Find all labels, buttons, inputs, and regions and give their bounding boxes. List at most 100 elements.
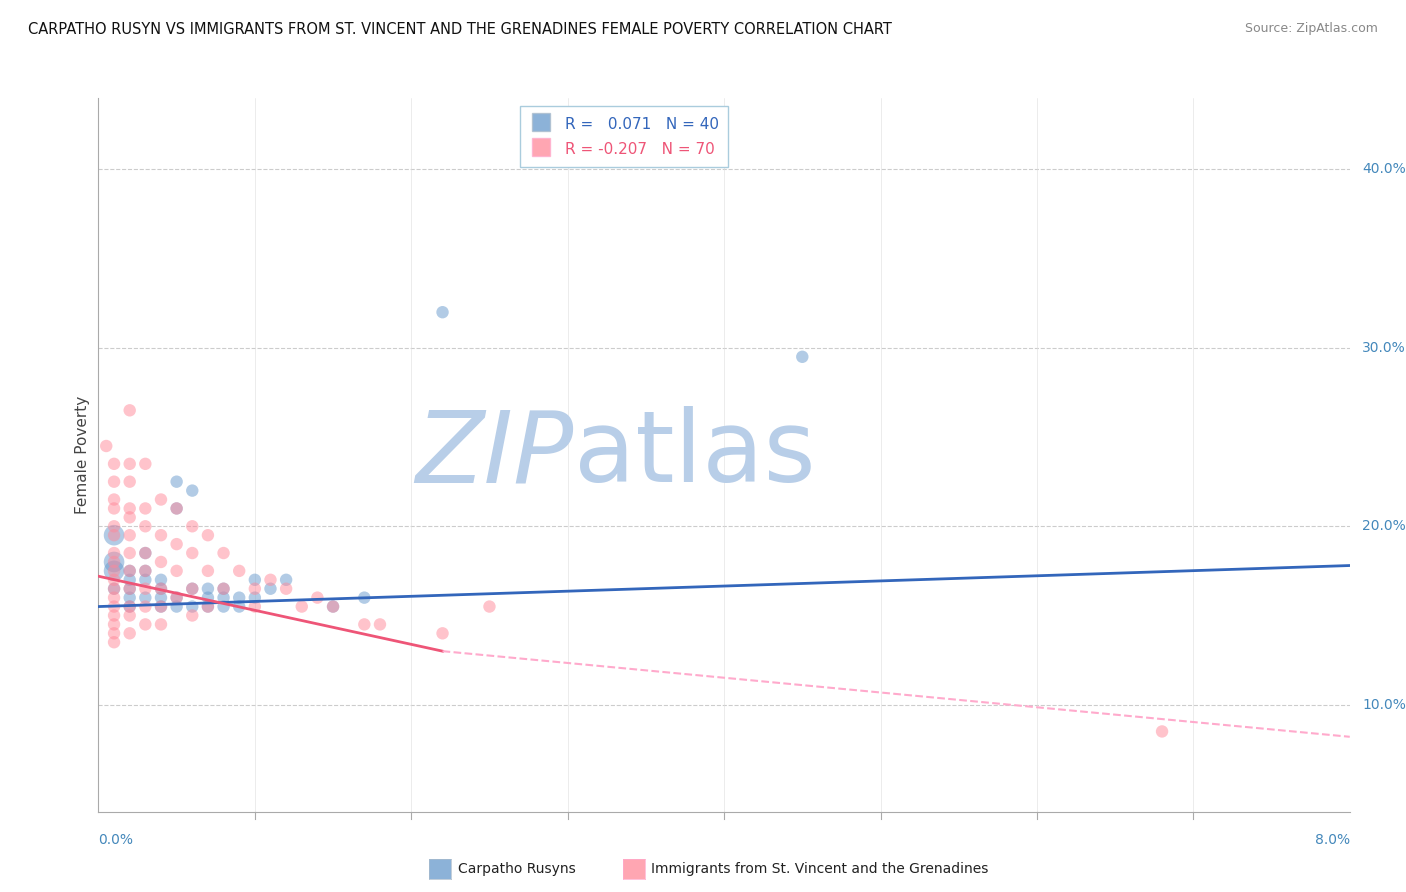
Point xyxy=(150,599,173,614)
Point xyxy=(118,599,141,614)
Point xyxy=(134,501,156,516)
Point xyxy=(150,528,173,542)
Point xyxy=(118,591,141,605)
Text: 40.0%: 40.0% xyxy=(1362,162,1406,177)
Point xyxy=(181,582,204,596)
Point xyxy=(103,475,125,489)
Point xyxy=(150,582,173,596)
Point xyxy=(103,564,125,578)
Point xyxy=(243,599,266,614)
Point xyxy=(118,564,141,578)
Point xyxy=(118,403,141,417)
Text: atlas: atlas xyxy=(574,407,815,503)
Point xyxy=(118,626,141,640)
Point xyxy=(134,457,156,471)
Point xyxy=(134,564,156,578)
Point xyxy=(150,599,173,614)
Y-axis label: Female Poverty: Female Poverty xyxy=(75,396,90,514)
Point xyxy=(134,519,156,533)
Point xyxy=(103,528,125,542)
Point xyxy=(166,591,188,605)
Point xyxy=(212,582,235,596)
Point xyxy=(103,492,125,507)
Point xyxy=(197,582,219,596)
Point xyxy=(353,617,375,632)
Point xyxy=(103,546,125,560)
Point xyxy=(307,591,329,605)
Point xyxy=(212,582,235,596)
Point xyxy=(322,599,344,614)
Point xyxy=(197,599,219,614)
Point xyxy=(181,546,204,560)
Point xyxy=(118,582,141,596)
Point xyxy=(103,617,125,632)
Point xyxy=(166,501,188,516)
Point xyxy=(166,475,188,489)
Text: 10.0%: 10.0% xyxy=(1362,698,1406,712)
Text: 30.0%: 30.0% xyxy=(1362,341,1406,355)
Point xyxy=(259,573,281,587)
Point xyxy=(103,591,125,605)
Point xyxy=(181,582,204,596)
Point xyxy=(134,582,156,596)
Point xyxy=(118,599,141,614)
Point xyxy=(134,546,156,560)
Point xyxy=(118,546,141,560)
Point xyxy=(150,573,173,587)
Point xyxy=(353,591,375,605)
Point xyxy=(166,501,188,516)
Point xyxy=(228,591,250,605)
Point xyxy=(166,564,188,578)
Text: Carpatho Rusyns: Carpatho Rusyns xyxy=(458,862,576,876)
Point xyxy=(103,608,125,623)
Text: 0.0%: 0.0% xyxy=(98,833,134,847)
Point xyxy=(212,546,235,560)
Point xyxy=(181,608,204,623)
Point xyxy=(228,564,250,578)
Point xyxy=(103,626,125,640)
Point xyxy=(103,599,125,614)
Point xyxy=(150,591,173,605)
Text: 20.0%: 20.0% xyxy=(1362,519,1406,533)
Point xyxy=(274,573,298,587)
Point xyxy=(243,582,266,596)
Point xyxy=(103,519,125,533)
Point xyxy=(103,582,125,596)
Text: ZIP: ZIP xyxy=(416,407,574,503)
Point xyxy=(118,501,141,516)
Point xyxy=(197,564,219,578)
Text: Source: ZipAtlas.com: Source: ZipAtlas.com xyxy=(1244,22,1378,36)
Point xyxy=(150,555,173,569)
Point xyxy=(478,599,501,614)
Point xyxy=(181,599,204,614)
Point xyxy=(792,350,814,364)
Point xyxy=(166,599,188,614)
Point xyxy=(103,555,125,569)
Point xyxy=(134,591,156,605)
Point xyxy=(103,564,125,578)
Point xyxy=(118,475,141,489)
Point xyxy=(103,555,125,569)
Point xyxy=(103,501,125,516)
Point xyxy=(150,617,173,632)
Point xyxy=(118,573,141,587)
Point xyxy=(118,608,141,623)
Point xyxy=(197,528,219,542)
Point xyxy=(166,591,188,605)
Point xyxy=(243,573,266,587)
Point xyxy=(291,599,314,614)
Point xyxy=(212,599,235,614)
Point xyxy=(181,483,204,498)
Text: 8.0%: 8.0% xyxy=(1315,833,1350,847)
Point xyxy=(181,519,204,533)
Point xyxy=(259,582,281,596)
Point xyxy=(243,591,266,605)
Point xyxy=(228,599,250,614)
Text: CARPATHO RUSYN VS IMMIGRANTS FROM ST. VINCENT AND THE GRENADINES FEMALE POVERTY : CARPATHO RUSYN VS IMMIGRANTS FROM ST. VI… xyxy=(28,22,891,37)
Point xyxy=(134,617,156,632)
Point xyxy=(150,492,173,507)
Point xyxy=(118,528,141,542)
Point xyxy=(118,510,141,524)
Point xyxy=(103,582,125,596)
Point xyxy=(118,457,141,471)
